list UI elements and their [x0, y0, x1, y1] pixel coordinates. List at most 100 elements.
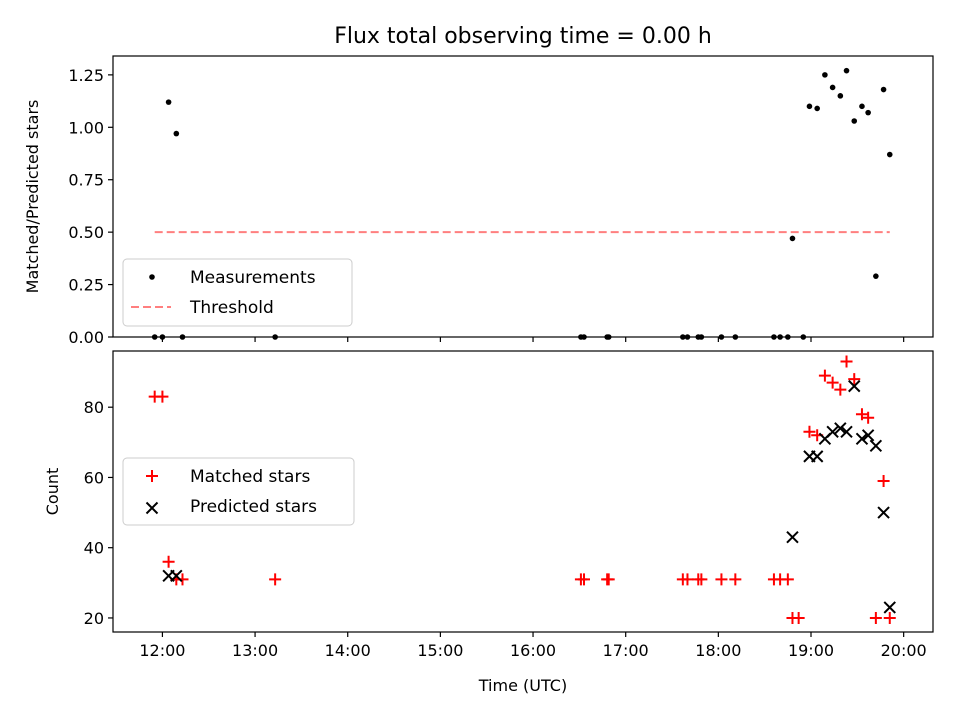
- top-legend: Measurements Threshold: [122, 258, 353, 327]
- measurements-point: [843, 67, 850, 74]
- top-y-tick-label-0-25: 0.25: [68, 276, 104, 295]
- measurements-point: [732, 334, 739, 340]
- top-legend-box: [122, 258, 353, 327]
- predicted-stars-point: [840, 425, 853, 438]
- predicted-stars-point: [861, 429, 875, 442]
- legend-marker-predicted-stars: [145, 501, 159, 515]
- x-tick-label-19-00: 19:00: [788, 641, 834, 660]
- measurements-point: [886, 151, 893, 158]
- top-axes-frame: [112, 55, 934, 338]
- matched-stars-point: [715, 573, 728, 586]
- measurements-point: [859, 103, 865, 110]
- predicted-stars-point: [848, 379, 861, 393]
- matched-stars-point: [869, 611, 882, 624]
- legend-label-predicted-stars: Predicted stars: [190, 497, 317, 517]
- top-y-tick-label-0-75: 0.75: [68, 171, 104, 190]
- measurements-point: [814, 105, 820, 112]
- x-tick-label-18-00: 18:00: [695, 641, 741, 660]
- matched-stars-point: [602, 573, 615, 586]
- matched-stars-point: [803, 425, 816, 438]
- predicted-stars-point: [170, 569, 183, 583]
- legend-label-measurements: Measurements: [190, 268, 316, 288]
- bottom-axes-marks: [148, 355, 896, 624]
- legend-marker-measurements: [149, 274, 155, 280]
- bottom-legend-box: [122, 457, 355, 526]
- measurements-point: [605, 334, 612, 340]
- measurements-point: [581, 334, 587, 340]
- measurements-point: [151, 334, 158, 340]
- matched-stars-point: [577, 573, 590, 586]
- matched-stars-point: [729, 573, 742, 586]
- matched-stars-point: [862, 411, 875, 424]
- x-tick-label-17-00: 17:00: [603, 641, 649, 660]
- top-y-tick-label-1-25: 1.25: [68, 66, 104, 85]
- measurements-point: [806, 103, 813, 110]
- measurements-point: [829, 84, 836, 91]
- legend-label-matched-stars: Matched stars: [190, 467, 310, 487]
- measurements-point: [785, 334, 791, 340]
- bottom-y-tick-label-60: 60: [84, 468, 104, 487]
- predicted-stars-point: [786, 530, 799, 544]
- measurements-point: [173, 130, 180, 137]
- x-tick-label-16-00: 16:00: [510, 641, 556, 660]
- matched-stars-point: [156, 390, 169, 403]
- bottom-y-tick-label-20: 20: [84, 609, 104, 628]
- measurements-point: [873, 273, 879, 279]
- predicted-stars-point: [877, 506, 890, 519]
- measurements-point: [865, 109, 871, 116]
- bottom-axes: 12:00 13:00 14:00 15:00 16:00 17:00 18:00 19:00…: [43, 350, 934, 695]
- top-axes: 0.00 0.25 0.50 0.75 1.00 1.25 Matched/Predict…: [23, 55, 934, 347]
- bottom-y-tick-label-40: 40: [84, 539, 104, 558]
- predicted-stars-point: [869, 439, 883, 453]
- matched-stars-point: [792, 611, 805, 624]
- matched-stars-point: [826, 376, 839, 389]
- measurements-point: [272, 334, 278, 340]
- matched-stars-point: [883, 611, 896, 624]
- matched-stars-point: [695, 573, 708, 586]
- matched-stars-point: [848, 373, 861, 386]
- matched-stars-point: [781, 573, 794, 586]
- legend-marker-matched-stars: [146, 470, 158, 482]
- predicted-stars-point: [826, 425, 839, 438]
- predicted-stars-point: [834, 422, 847, 435]
- matched-stars-point: [269, 573, 282, 586]
- legend-label-threshold: Threshold: [189, 298, 274, 318]
- measurements-point: [680, 334, 686, 340]
- measurements-point: [684, 334, 691, 340]
- measurements-point: [880, 86, 887, 93]
- x-tick-label-20-00: 20:00: [881, 641, 927, 660]
- bottom-axes-ticks: 12:00 13:00 14:00 15:00 16:00 17:00 18:00 19:00…: [84, 398, 927, 660]
- bottom-legend: Matched stars Predicted stars: [122, 457, 355, 526]
- measurements-point: [777, 334, 783, 340]
- predicted-stars-point: [855, 432, 869, 446]
- matched-stars-point: [162, 555, 175, 568]
- measurements-point: [698, 334, 705, 340]
- matched-stars-point: [840, 355, 853, 368]
- x-tick-label-12-00: 12:00: [139, 641, 185, 660]
- bottom-y-tick-label-80: 80: [84, 398, 104, 417]
- top-y-tick-label-1-00: 1.00: [68, 118, 104, 137]
- measurements-point: [165, 99, 172, 105]
- measurements-point: [851, 118, 858, 124]
- measurements-point: [837, 93, 844, 99]
- x-tick-label-15-00: 15:00: [417, 641, 463, 660]
- x-tick-label-13-00: 13:00: [232, 641, 278, 660]
- x-tick-label-14-00: 14:00: [325, 641, 371, 660]
- matched-stars-point: [681, 573, 694, 586]
- top-y-tick-label-0-50: 0.50: [68, 223, 104, 242]
- matched-stars-point: [818, 369, 831, 382]
- chart-title: Flux total observing time = 0.00 h: [334, 24, 712, 49]
- bottom-y-axis-label: Count: [43, 468, 62, 516]
- top-axes-marks: [151, 67, 893, 340]
- measurements-point: [771, 334, 777, 340]
- matched-stars-point: [877, 474, 890, 487]
- measurements-point: [718, 334, 725, 340]
- measurements-point: [822, 72, 828, 78]
- x-axis-label: Time (UTC): [478, 676, 567, 695]
- matched-stars-point: [834, 383, 847, 396]
- bottom-axes-frame: [112, 350, 934, 633]
- predicted-stars-point: [883, 601, 896, 614]
- top-axes-ticks: 0.00 0.25 0.50 0.75 1.00 1.25: [68, 66, 905, 347]
